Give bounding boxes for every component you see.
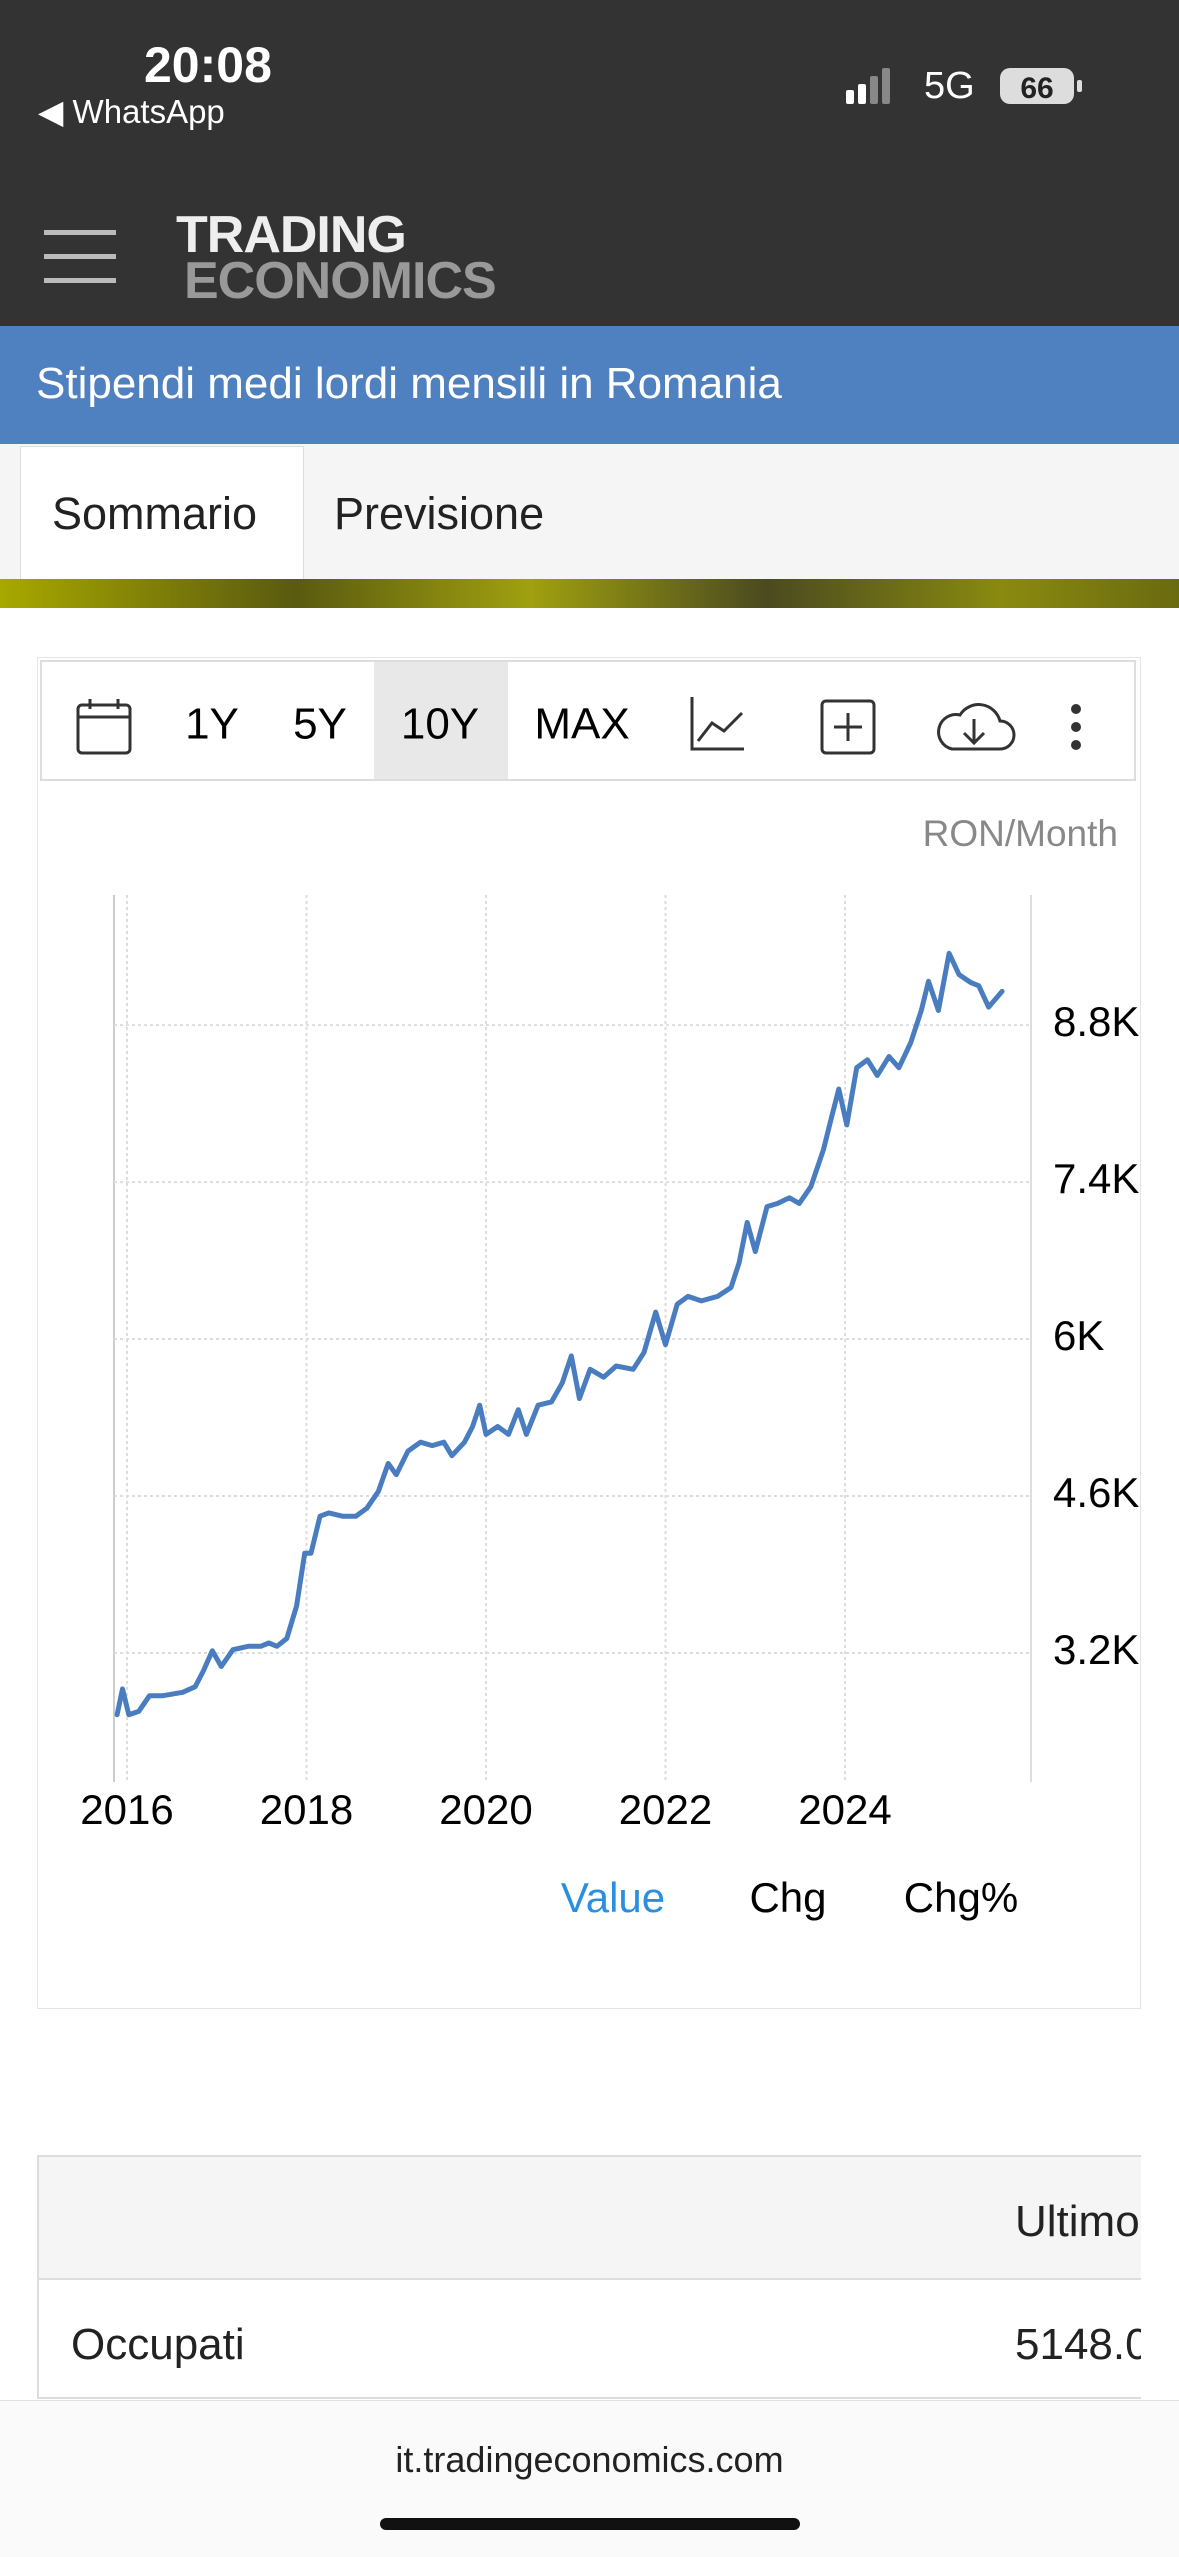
tab[interactable]: Sommario (52, 488, 258, 539)
range[interactable]: 10Y (401, 700, 479, 749)
y-tick-label: 3.2K (1053, 1626, 1139, 1673)
stripe (0, 579, 1179, 608)
range[interactable]: 1Y (185, 700, 239, 749)
range[interactable]: 5Y (293, 700, 347, 749)
logo-top[interactable]: TRADING (176, 206, 407, 264)
calendar-icon[interactable] (76, 699, 132, 755)
chart: RON/Month Value Chg Chg% 3.2K 4.6K 6K 7.4K 8… (80, 813, 1139, 1921)
download-icon[interactable] (937, 703, 1016, 751)
menu-icon[interactable] (44, 228, 120, 288)
back-app[interactable]: WhatsApp (72, 93, 225, 130)
metric-tab[interactable]: Value (561, 1874, 665, 1921)
y-tick-label: 4.6K (1053, 1469, 1139, 1516)
metric-tab[interactable]: Chg (749, 1874, 826, 1921)
y-tick-label: 8.8K (1053, 998, 1139, 1045)
logo[interactable]: TRADING ECONOMICS (176, 206, 497, 310)
tab[interactable]: Previsione (334, 488, 545, 539)
network: 5G (924, 65, 975, 107)
column-header: Ultimo (1015, 2197, 1140, 2246)
x-tick-label: 2022 (619, 1786, 712, 1833)
data-line (114, 950, 1005, 1718)
row-label: Occupati (71, 2320, 245, 2369)
logo-bottom[interactable]: ECONOMICS (184, 252, 497, 310)
compare-icon[interactable] (820, 699, 876, 755)
x-tick-label: 2024 (798, 1786, 891, 1833)
tabs: Sommario Previsione (0, 444, 1179, 580)
title-bar: Stipendi medi lordi mensili in Romania (0, 326, 1179, 444)
home-indicator (380, 2518, 800, 2530)
tab-active[interactable] (20, 446, 304, 580)
status-icons: 5G 66 (846, 65, 1082, 107)
table-header (39, 2157, 1141, 2280)
y-tick-label: 6K (1053, 1312, 1104, 1359)
top-bar (0, 0, 1179, 326)
metric-tab[interactable]: Chg% (904, 1874, 1018, 1921)
page-title: Stipendi medi lordi mensili in Romania (36, 359, 782, 408)
unit-label: RON/Month (923, 813, 1118, 854)
toolbar-items: 1Y 5Y 10Y MAX (76, 697, 1081, 755)
x-tick-label: 2016 (80, 1786, 173, 1833)
url[interactable]: it.tradingeconomics.com (395, 2439, 784, 2480)
url-bar: it.tradingeconomics.com (0, 2400, 1179, 2557)
battery: 66 (1020, 72, 1053, 105)
x-tick-label: 2020 (439, 1786, 532, 1833)
chart-type-icon[interactable] (690, 697, 744, 751)
y-tick-label: 7.4K (1053, 1155, 1139, 1202)
x-tick-label: 2018 (260, 1786, 353, 1833)
cell: 5148.0 (1015, 2320, 1141, 2369)
back-link[interactable]: ◀ WhatsApp (38, 93, 225, 130)
range[interactable]: MAX (534, 700, 629, 749)
more-icon[interactable] (1071, 704, 1081, 750)
table: Ultimo Occupati 5148.0 (37, 2155, 1141, 2399)
toolbar (40, 660, 1136, 781)
range-selected (374, 662, 508, 779)
chart-box (37, 657, 1141, 2009)
clock: 20:08 (144, 37, 272, 93)
